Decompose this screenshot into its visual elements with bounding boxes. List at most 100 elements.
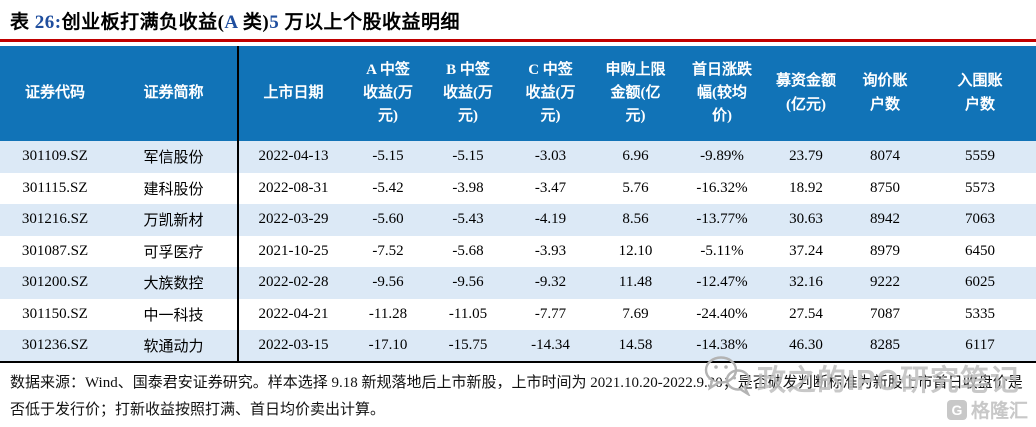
column-header-11: 入围账户数	[957, 73, 1003, 113]
table-cell: -9.56	[452, 274, 484, 291]
table-cell: -9.56	[372, 274, 404, 291]
table-cell: -9.89%	[700, 148, 744, 165]
table-cell: 301236.SZ	[21, 336, 89, 353]
table-cell: -16.32%	[696, 179, 748, 196]
title-text-segment: 万以上个股收益明细	[279, 12, 460, 33]
table-cell: 12.10	[618, 242, 653, 259]
gelonghui-logo: G 格隆汇	[946, 396, 1028, 423]
gelonghui-label: 格隆汇	[970, 401, 1028, 422]
table-cell: 建科股份	[143, 181, 204, 198]
table-cell: 6117	[965, 336, 995, 353]
table-cell: 301115.SZ	[22, 179, 88, 196]
table-row: 301115.SZ 建科股份 2022-08-31 -5.42 -3.98 -3.47 5.…	[0, 172, 1036, 204]
table-cell: 30.63	[789, 211, 823, 228]
table-cell: 14.58	[618, 336, 653, 353]
table-cell: -3.03	[534, 148, 567, 165]
table-cell: 18.92	[789, 179, 823, 196]
table-cell: 万凯新材	[143, 213, 204, 230]
table-cell: 中一科技	[143, 307, 204, 324]
table-row: 301150.SZ 中一科技 2022-04-21 -11.28 -11.05 -7.77…	[0, 298, 1036, 330]
table-cell: 8285	[870, 336, 900, 353]
column-header-1: 证券代码	[24, 84, 85, 101]
table-cell: 301216.SZ	[21, 211, 89, 228]
table-cell: 6025	[965, 274, 995, 291]
table-cell: 8942	[870, 211, 900, 228]
table-cell: 2021-10-25	[237, 235, 348, 267]
table-cell: 301150.SZ	[22, 305, 88, 322]
page-title: 表 26:创业板打满负收益(A 类)5 万以上个股收益明细	[0, 0, 1036, 34]
table-cell: 5.76	[622, 179, 649, 196]
table-cell: -5.42	[372, 179, 404, 196]
table-cell: 6.96	[622, 148, 649, 165]
securities-table: 证券代码 证券简称 上市日期 A 中签收益(万元) B 中签收益(万元) C 中签收益(万…	[0, 46, 1036, 363]
table-cell: 8074	[870, 148, 900, 165]
table-cell: -4.19	[534, 211, 567, 228]
footnote: 数据来源：Wind、国泰君安证券研究。样本选择 9.18 新规落地后上市新股，上…	[10, 374, 1023, 418]
table-cell: -13.77%	[696, 211, 748, 228]
table-cell: -7.52	[372, 242, 404, 259]
table-cell: 301200.SZ	[21, 274, 89, 291]
table-cell: -3.93	[534, 242, 567, 259]
table-row: 301216.SZ 万凯新材 2022-03-29 -5.60 -5.43 -4.19 8.…	[0, 204, 1036, 236]
table-cell: 8750	[870, 179, 900, 196]
table-row: 301236.SZ 软通动力 2022-03-15 -17.10 -15.75 -14.3…	[0, 330, 1036, 362]
table-cell: -24.40%	[696, 305, 748, 322]
table-cell: 2022-03-15	[237, 330, 348, 362]
title-text-segment: 表	[10, 12, 35, 33]
table-cell: -17.10	[368, 336, 408, 353]
column-header-3: 上市日期	[237, 46, 348, 141]
table-cell: 27.54	[789, 305, 823, 322]
table-cell: 8.56	[622, 211, 649, 228]
table-row: 301087.SZ 可孚医疗 2021-10-25 -7.52 -5.68 -3.93 12…	[0, 235, 1036, 267]
table-cell: 9222	[870, 274, 900, 291]
table-cell: 2022-02-28	[237, 267, 348, 299]
table-cell: -5.60	[372, 211, 404, 228]
table-cell: 5573	[965, 179, 995, 196]
table-cell: 大族数控	[143, 276, 204, 293]
table-cell: 37.24	[789, 242, 823, 259]
table-cell: -11.28	[368, 305, 408, 322]
title-number-segment: A	[224, 12, 238, 33]
column-header-7: 申购上限金额(亿元)	[605, 61, 666, 125]
table-cell: 2022-04-21	[237, 298, 348, 330]
table-cell: -5.43	[452, 211, 484, 228]
column-header-5: B 中签收益(万元)	[443, 61, 493, 125]
table-cell: 46.30	[789, 336, 823, 353]
table-cell: -9.32	[534, 274, 567, 291]
table-row: 301200.SZ 大族数控 2022-02-28 -9.56 -9.56 -9.32 11…	[0, 267, 1036, 299]
table-cell: -5.15	[452, 148, 484, 165]
column-header-8: 首日涨跌幅(较均价)	[691, 61, 752, 125]
table-cell: -3.98	[452, 179, 484, 196]
title-text-segment: 类)	[237, 12, 270, 33]
table-cell: 301087.SZ	[21, 242, 89, 259]
table-cell: 军信股份	[143, 150, 204, 167]
title-rule	[0, 39, 1036, 42]
column-header-2: 证券简称	[143, 84, 204, 101]
table-body: 301109.SZ 军信股份 2022-04-13 -5.15 -5.15 -3.03 6.…	[0, 141, 1036, 362]
table-cell: -5.11%	[700, 242, 744, 259]
column-header-4: A 中签收益(万元)	[363, 61, 413, 125]
table-cell: 2022-03-29	[237, 204, 348, 236]
table-cell: 可孚医疗	[143, 244, 204, 261]
title-number-segment: 26:	[34, 12, 62, 33]
table-cell: 32.16	[789, 274, 823, 291]
table-cell: 2022-04-13	[237, 141, 348, 173]
table-header: 证券代码 证券简称 上市日期 A 中签收益(万元) B 中签收益(万元) C 中签收益(万…	[0, 46, 1036, 141]
table-cell: -14.34	[531, 336, 570, 353]
column-header-6: C 中签收益(万元)	[525, 61, 576, 125]
table-cell: 软通动力	[143, 338, 204, 355]
table-cell: 7087	[870, 305, 900, 322]
table-cell: 7063	[965, 211, 995, 228]
table-cell: 2022-08-31	[237, 172, 348, 204]
table-cell: -7.77	[534, 305, 567, 322]
table-cell: 5335	[965, 305, 995, 322]
table-cell: -12.47%	[696, 274, 748, 291]
column-header-10: 询价账户数	[862, 73, 908, 113]
table-header-row: 证券代码 证券简称 上市日期 A 中签收益(万元) B 中签收益(万元) C 中签收益(万…	[0, 46, 1036, 141]
table-cell: -5.15	[372, 148, 404, 165]
gelonghui-icon: G	[946, 399, 967, 420]
table-cell: 7.69	[622, 305, 649, 322]
table-row: 301109.SZ 军信股份 2022-04-13 -5.15 -5.15 -3.03 6.…	[0, 141, 1036, 173]
table-cell: 301109.SZ	[22, 148, 88, 165]
title-text-segment: 创业板打满负收益(	[61, 12, 225, 33]
